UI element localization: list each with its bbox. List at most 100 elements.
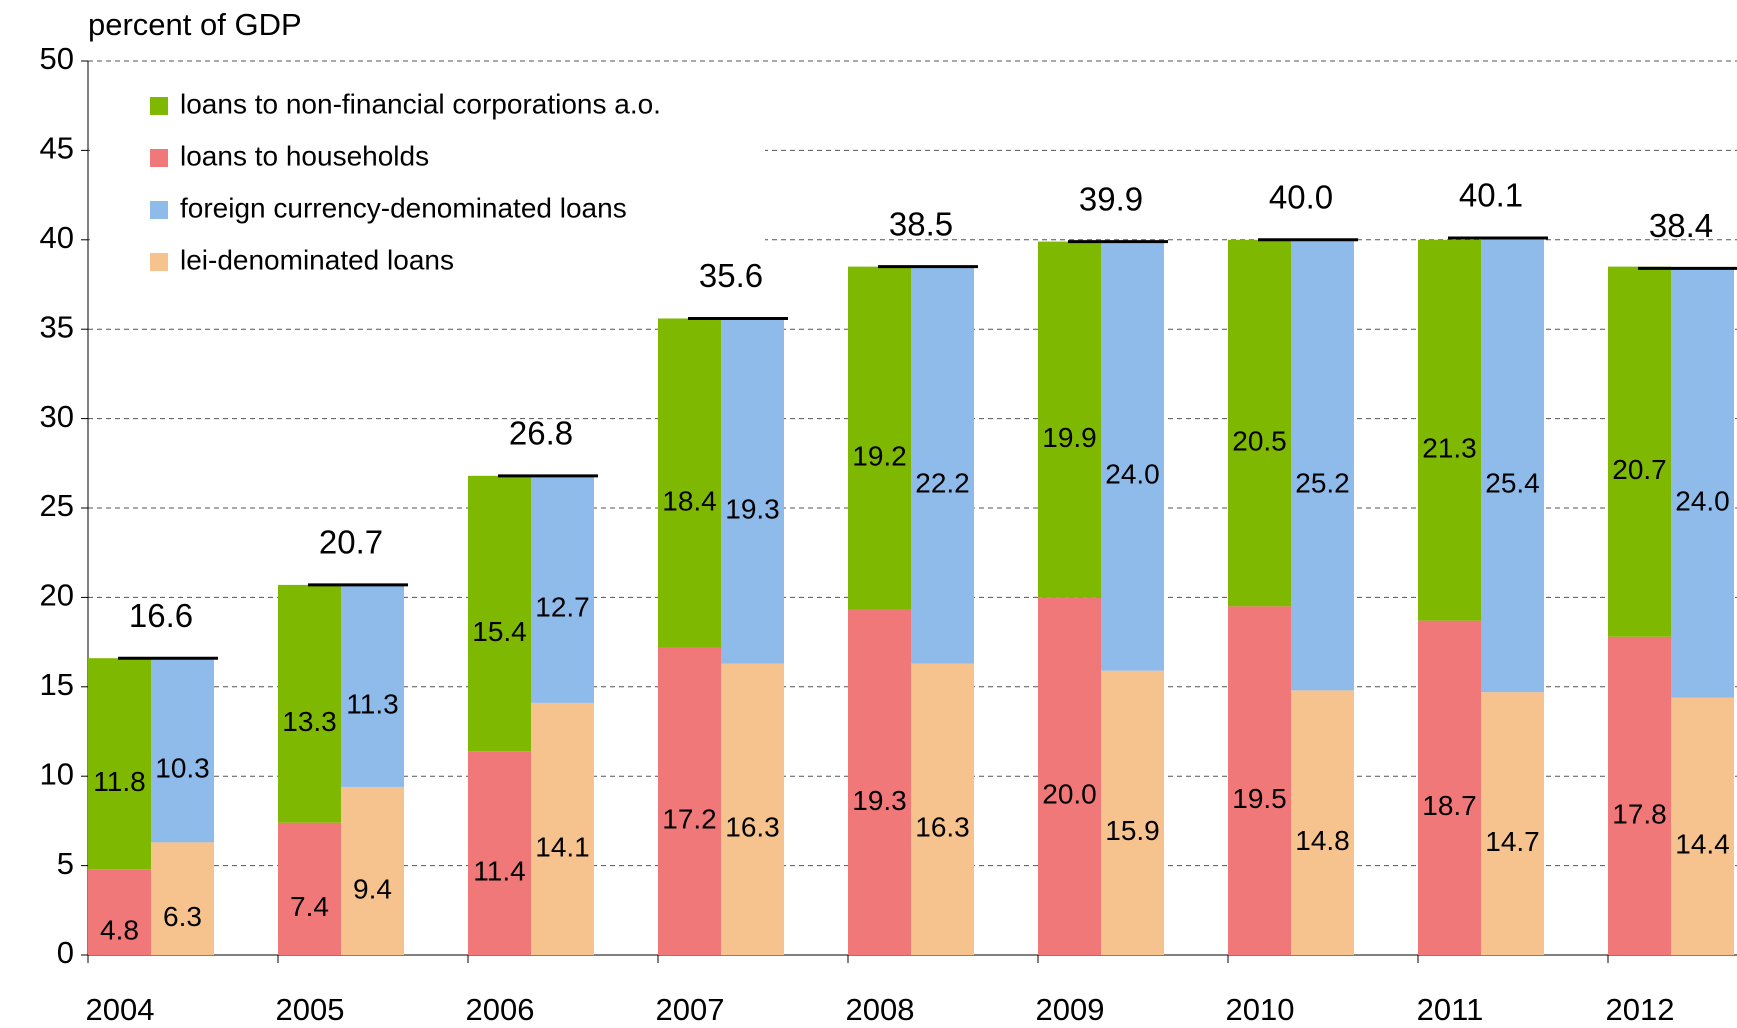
bar-segment (1101, 670, 1164, 955)
data-label: 4.8 (100, 914, 139, 945)
bar-segment (1671, 268, 1734, 698)
data-label: 7.4 (290, 891, 329, 922)
bar-segment (151, 658, 214, 843)
y-tick-label: 30 (40, 399, 74, 434)
data-label: 16.3 (725, 812, 780, 843)
data-label: 6.3 (163, 901, 202, 932)
data-label: 22.2 (915, 467, 970, 498)
bar-segment (1038, 597, 1101, 955)
total-label: 39.9 (1079, 180, 1143, 217)
data-label: 13.3 (282, 706, 337, 737)
data-label: 21.3 (1422, 433, 1477, 464)
data-label: 14.7 (1485, 826, 1540, 857)
data-label: 15.4 (472, 616, 527, 647)
total-label: 38.5 (889, 205, 953, 242)
x-tick-label: 2010 (1226, 992, 1295, 1027)
bar-segment (88, 869, 151, 955)
y-tick-label: 20 (40, 578, 74, 613)
y-axis-label: percent of GDP (88, 7, 302, 42)
data-label: 9.4 (353, 873, 392, 904)
legend-background (90, 80, 765, 290)
bar-segment (1038, 241, 1101, 598)
data-label: 11.4 (473, 855, 525, 886)
data-label: 19.2 (852, 441, 907, 472)
bar-segment (1228, 239, 1291, 607)
legend-label: lei-denominated loans (180, 244, 454, 275)
bar-segment (531, 702, 594, 955)
total-label: 35.6 (699, 257, 763, 294)
data-label: 25.4 (1485, 467, 1540, 498)
total-label: 40.0 (1269, 179, 1333, 216)
bar-segment (721, 663, 784, 955)
data-label: 17.2 (662, 804, 717, 835)
total-label: 20.7 (319, 524, 383, 561)
legend-label: foreign currency-denominated loans (180, 192, 627, 223)
data-label: 14.4 (1675, 829, 1730, 860)
bar-segment (531, 475, 594, 703)
data-label: 19.5 (1232, 783, 1287, 814)
bar-segment (468, 475, 531, 752)
y-tick-label: 45 (40, 131, 74, 166)
data-label: 20.5 (1232, 425, 1287, 456)
bar-segment (1608, 636, 1671, 955)
data-label: 17.8 (1612, 798, 1667, 829)
bar-segment (1671, 697, 1734, 955)
data-label: 18.4 (662, 485, 717, 516)
x-tick-label: 2011 (1417, 992, 1484, 1027)
bar-segment (1481, 692, 1544, 955)
data-label: 11.8 (93, 766, 145, 797)
bar-segment (151, 842, 214, 955)
bar-segment (341, 584, 404, 787)
bar-segment (658, 318, 721, 648)
bar-segment (911, 266, 974, 664)
y-tick-label: 50 (40, 41, 74, 76)
bar-segment (848, 609, 911, 955)
bar-segment (341, 786, 404, 955)
x-tick-label: 2007 (656, 992, 725, 1027)
bar-segment (1608, 266, 1671, 637)
bar-segment (1481, 238, 1544, 693)
bar-segment (1291, 690, 1354, 955)
bar-segment (1418, 239, 1481, 621)
bar-segment (848, 266, 911, 610)
data-label: 20.7 (1612, 454, 1667, 485)
bar-segment (721, 318, 784, 664)
data-label: 19.3 (852, 785, 907, 816)
y-tick-label: 40 (40, 220, 74, 255)
total-label: 26.8 (509, 415, 573, 452)
bar-segment (1228, 606, 1291, 955)
data-label: 20.0 (1042, 779, 1097, 810)
total-label: 38.4 (1649, 207, 1713, 244)
data-label: 12.7 (535, 592, 590, 623)
total-label: 16.6 (129, 597, 193, 634)
legend-swatch (150, 201, 168, 219)
legend-label: loans to non-financial corporations a.o. (180, 88, 661, 119)
bar-segment (911, 663, 974, 955)
bar-segment (278, 822, 341, 955)
x-tick-label: 2009 (1036, 992, 1105, 1027)
bar-segment (658, 647, 721, 955)
bar-segment (88, 658, 151, 870)
bar-segment (1291, 239, 1354, 691)
data-label: 11.3 (346, 688, 398, 719)
data-label: 19.3 (725, 493, 780, 524)
data-label: 14.8 (1295, 825, 1350, 856)
y-tick-label: 5 (57, 846, 74, 881)
total-label: 40.1 (1459, 177, 1523, 214)
bar-segment (1101, 241, 1164, 671)
data-label: 25.2 (1295, 467, 1350, 498)
x-tick-label: 2008 (846, 992, 915, 1027)
data-label: 24.0 (1105, 459, 1160, 490)
data-label: 18.7 (1422, 790, 1477, 821)
legend-swatch (150, 97, 168, 115)
x-tick-label: 2005 (276, 992, 345, 1027)
bar-segment (1418, 620, 1481, 955)
data-label: 16.3 (915, 812, 970, 843)
data-label: 24.0 (1675, 485, 1730, 516)
y-tick-label: 10 (40, 756, 74, 791)
y-tick-label: 15 (40, 667, 74, 702)
data-label: 19.9 (1042, 422, 1097, 453)
bar-segment (468, 751, 531, 955)
x-tick-label: 2004 (86, 992, 155, 1027)
